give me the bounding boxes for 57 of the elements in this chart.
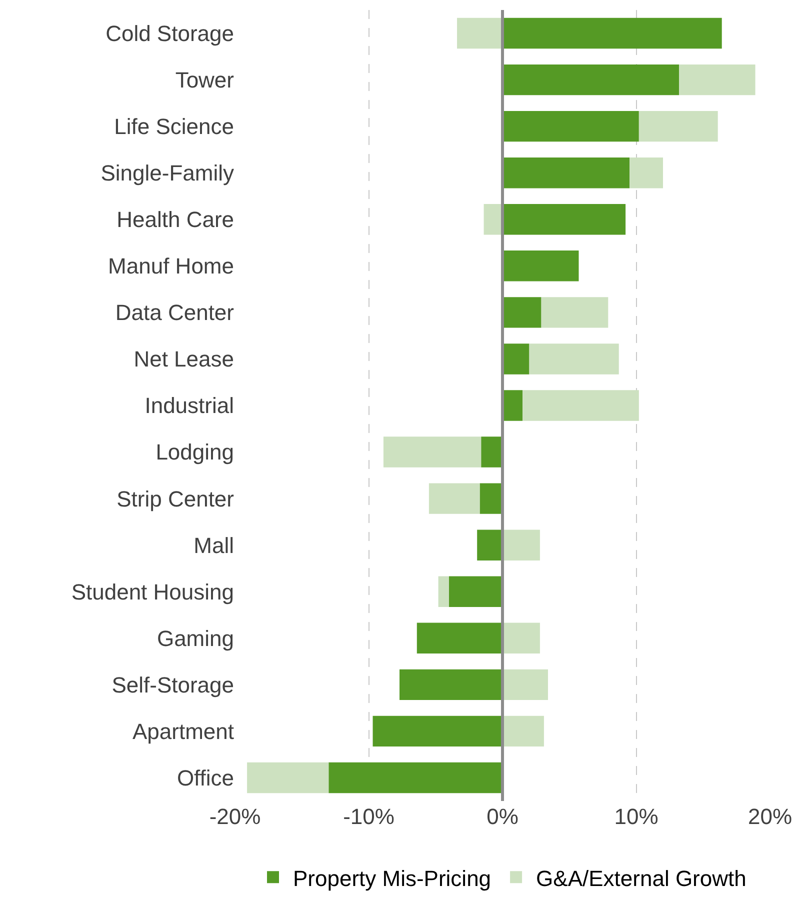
y-tick-label: Self-Storage [112, 672, 234, 698]
bar [541, 297, 608, 328]
y-tick-label: Lodging [156, 440, 234, 465]
bar [400, 669, 502, 700]
x-tick-label: 10% [614, 804, 658, 829]
y-tick-label: Data Center [115, 300, 234, 326]
y-tick-label: Life Science [114, 114, 234, 140]
bar [481, 436, 502, 468]
bar [372, 716, 502, 747]
bar [480, 483, 502, 514]
bar [416, 622, 502, 654]
bar [484, 204, 502, 235]
y-tick-label: Single-Family [100, 160, 234, 186]
y-tick-label: Student Housing [71, 579, 234, 604]
x-tick-label: -20% [209, 804, 261, 829]
bar [502, 18, 722, 49]
y-tick-label: Apartment [132, 718, 234, 744]
bar [502, 110, 639, 142]
y-tick-label: Cold Storage [106, 20, 234, 46]
bar [502, 64, 680, 96]
bar [328, 762, 502, 794]
bar [502, 622, 540, 654]
bar [638, 110, 718, 142]
y-tick-label: Mall [194, 532, 234, 558]
bar [383, 436, 482, 468]
bar [502, 530, 540, 560]
bar [502, 716, 544, 747]
y-tick-label: Strip Center [116, 486, 234, 512]
x-tick-label: 20% [748, 804, 792, 829]
bar [502, 344, 530, 374]
bar [502, 204, 626, 235]
bar [449, 576, 502, 607]
y-tick-label: Manuf Home [108, 254, 234, 279]
y-tick-label: Industrial [144, 393, 234, 418]
bar [502, 297, 542, 328]
bar [428, 483, 480, 514]
legend-label: Property Mis-Pricing [293, 866, 492, 891]
y-tick-label: Net Lease [134, 346, 234, 372]
bar [457, 18, 502, 49]
bar [502, 669, 548, 700]
bar [502, 390, 523, 421]
legend-label: G&A/External Growth [536, 866, 746, 891]
y-tick-label: Tower [175, 67, 234, 92]
bar [630, 158, 663, 188]
bar [438, 576, 449, 607]
bar [679, 64, 756, 96]
x-tick-label: -10% [343, 804, 394, 829]
bar [477, 530, 502, 560]
bar [502, 158, 630, 188]
x-tick-label: 0% [486, 804, 518, 829]
y-tick-label: Gaming [156, 626, 234, 651]
y-tick-label: Health Care [116, 207, 234, 232]
bar [522, 390, 639, 421]
y-tick-label: Office [176, 765, 234, 790]
bar [502, 250, 579, 282]
bar [247, 762, 329, 794]
bar [529, 344, 619, 374]
